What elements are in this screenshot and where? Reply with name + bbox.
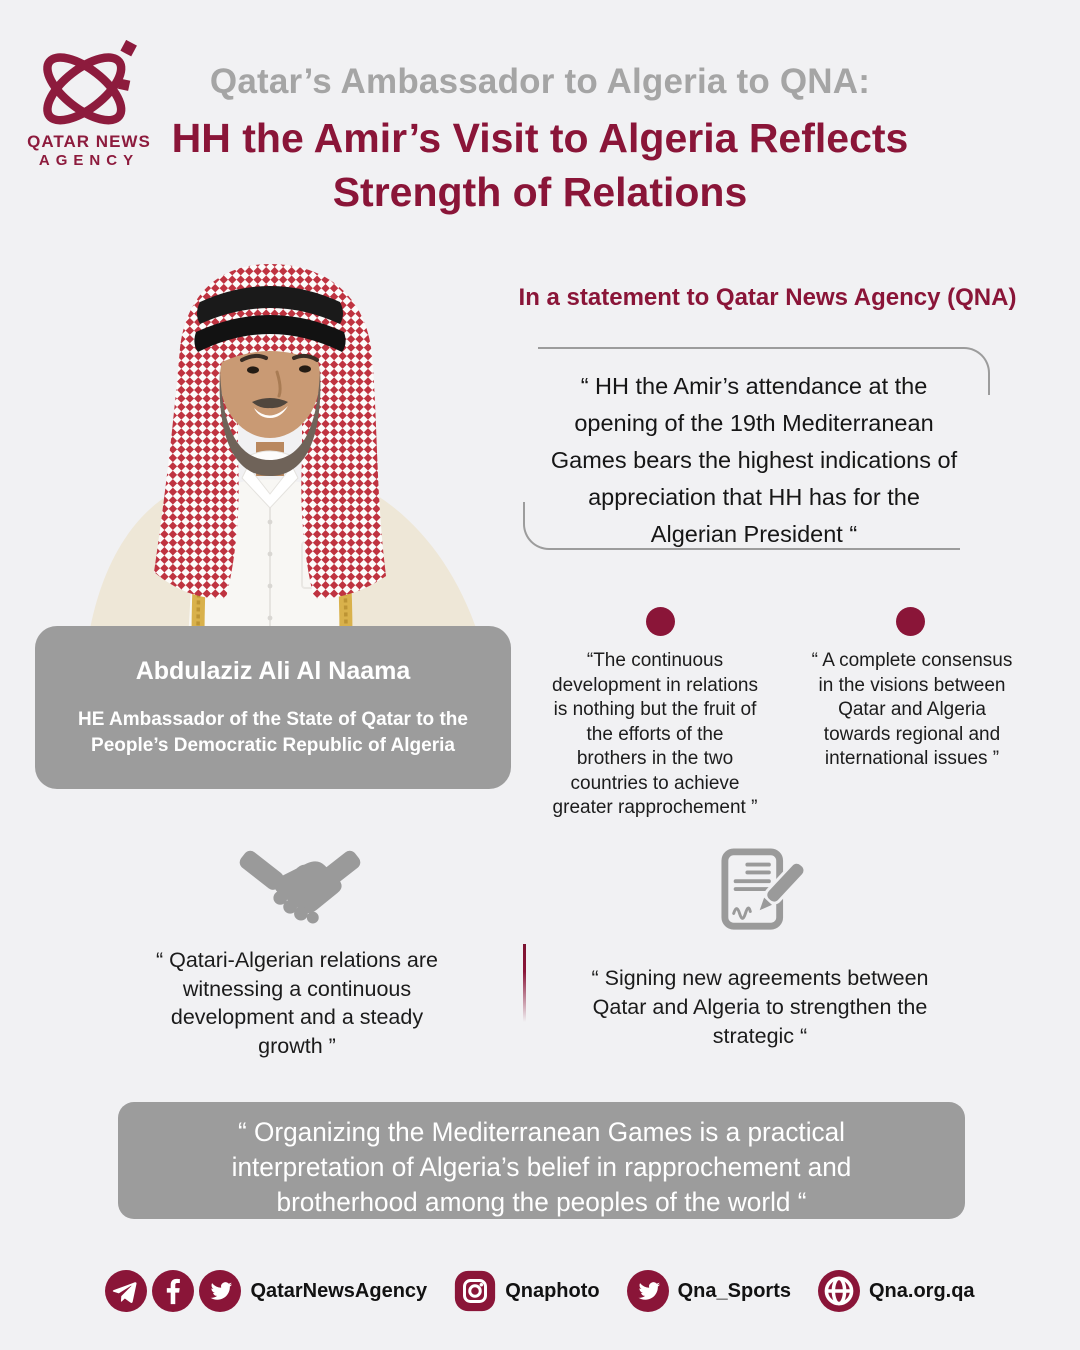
ambassador-name: Abdulaziz Ali Al Naama (135, 657, 411, 685)
instagram-icon[interactable] (454, 1270, 496, 1312)
headline-block: Qatar’s Ambassador to Algeria to QNA: HH… (0, 62, 1080, 219)
twitter-icon[interactable] (199, 1270, 242, 1312)
highlight-quote-relations: “ Qatari-Algerian relations are witnessi… (155, 948, 438, 1058)
closing-banner: “ Organizing the Mediterranean Games is … (118, 1102, 965, 1219)
ambassador-photo (88, 264, 480, 640)
twitter-icon[interactable] (626, 1270, 669, 1312)
qna-logo-icon (43, 40, 137, 125)
highlight-quote-agreements: “ Signing new agreements between Qatar a… (591, 966, 929, 1048)
bullet-dot (896, 607, 925, 636)
facebook-icon[interactable] (152, 1270, 195, 1312)
point-quote-1: “The continuous development in relations… (552, 650, 758, 818)
bullet-dot (646, 607, 675, 636)
closing-banner-text: “ Organizing the Mediterranean Games is … (231, 1117, 852, 1217)
ghutra (154, 264, 386, 599)
section-divider (523, 944, 526, 1022)
account-qna-sports[interactable]: Qna_Sports (626, 1270, 791, 1312)
account-label[interactable]: QatarNewsAgency (250, 1279, 428, 1302)
agal (197, 286, 343, 324)
statement-quote: “ HH the Amir’s attendance at the openin… (550, 373, 958, 547)
ambassador-title: HE Ambassador of the State of Qatar to t… (78, 709, 468, 756)
quote-frame-bottom (523, 502, 960, 550)
account-label[interactable]: Qna_Sports (677, 1279, 791, 1302)
qna-logo-text-line1: QATAR NEWS (27, 132, 151, 151)
quote-frame-top (538, 347, 990, 395)
page-title: HH the Amir’s Visit to Algeria Reflects … (171, 115, 909, 215)
ambassador-name-card: Abdulaziz Ali Al Naama HE Ambassador of … (35, 626, 511, 789)
point-quote-2: “ A complete consensus in the visions be… (811, 650, 1013, 769)
account-qnaphoto[interactable]: Qnaphoto (454, 1270, 600, 1312)
social-footer: QatarNewsAgency Qnaphoto Qna_Sports (0, 1270, 1080, 1312)
account-qna-website[interactable]: Qna.org.qa (817, 1270, 975, 1312)
headline-kicker: Qatar’s Ambassador to Algeria to QNA: (209, 62, 871, 101)
signing-icon (721, 848, 807, 930)
account-label[interactable]: Qnaphoto (505, 1279, 600, 1302)
handshake-icon (239, 850, 361, 924)
telegram-icon[interactable] (105, 1270, 148, 1312)
statement-heading: In a statement to Qatar News Agency (QNA… (518, 284, 1017, 311)
globe-icon[interactable] (817, 1270, 860, 1312)
account-label[interactable]: Qna.org.qa (868, 1279, 975, 1302)
account-qatarnewsagency[interactable]: QatarNewsAgency (105, 1270, 427, 1312)
qna-logo-text-line2: AGENCY (38, 152, 140, 169)
